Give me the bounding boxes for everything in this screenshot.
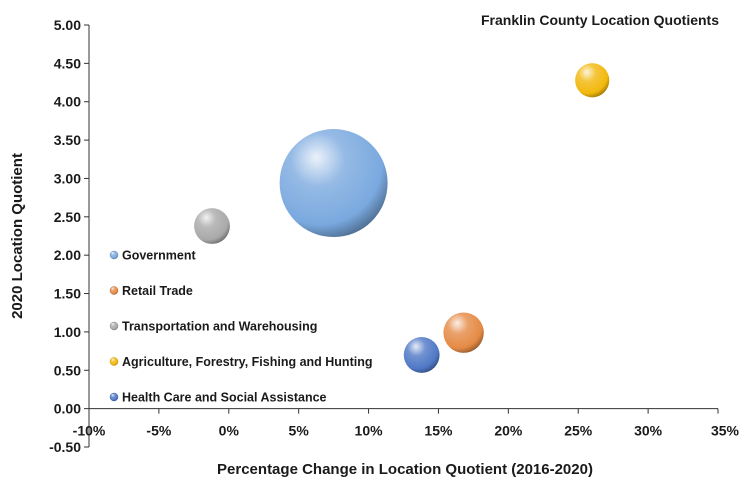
legend-label: Agriculture, Forestry, Fishing and Hunti… <box>122 355 372 369</box>
x-ticks: -10% -5% 0% 5% 10% 15% 20% 25% 30% 35% <box>73 408 740 439</box>
x-tick-label: 20% <box>494 423 523 439</box>
y-tick-label: 2.00 <box>54 247 81 263</box>
legend-marker <box>109 357 119 366</box>
legend-label: Transportation and Warehousing <box>122 320 317 334</box>
y-tick-label: -0.50 <box>49 439 81 455</box>
axes <box>88 25 718 447</box>
legend-marker <box>109 286 119 295</box>
legend: Government Retail Trade Transportation and… <box>109 249 372 405</box>
x-tick-label: 10% <box>355 423 384 439</box>
y-tick-label: 0.50 <box>54 362 81 378</box>
x-tick-label: -10% <box>73 423 106 439</box>
bubble-transportation-and-warehousing <box>194 208 230 244</box>
y-tick-label: 2.50 <box>54 209 81 225</box>
y-tick-label: 1.00 <box>54 324 81 340</box>
x-tick-label: 30% <box>634 423 663 439</box>
y-tick-label: 4.50 <box>54 55 81 71</box>
legend-label: Health Care and Social Assistance <box>122 391 327 405</box>
y-tick-label: 1.50 <box>54 286 81 302</box>
y-axis-title: 2020 Location Quotient <box>9 153 26 319</box>
bubble-government <box>279 129 388 238</box>
y-ticks: -0.50 0.00 0.50 1.00 1.50 2.00 2.50 3.00 3.50 4.0… <box>49 17 89 455</box>
x-tick-label: 5% <box>289 423 310 439</box>
y-tick-label: 3.50 <box>54 132 81 148</box>
y-tick-label: 5.00 <box>54 17 81 33</box>
y-tick-label: 4.00 <box>54 94 81 110</box>
x-tick-label: -5% <box>146 423 171 439</box>
bubble-health-care-and-social-assistance <box>403 337 440 373</box>
chart-title: Franklin County Location Quotients <box>481 12 719 28</box>
legend-marker <box>109 321 119 331</box>
bubbles <box>194 63 610 373</box>
x-axis-title: Percentage Change in Location Quotient (… <box>217 461 593 478</box>
x-tick-label: 15% <box>424 423 453 439</box>
x-tick-label: 35% <box>711 423 740 439</box>
legend-marker <box>109 250 119 260</box>
x-tick-label: 0% <box>219 423 240 439</box>
legend-label: Government <box>122 249 196 263</box>
bubble-retail-trade <box>443 312 484 353</box>
legend-label: Retail Trade <box>122 284 193 298</box>
legend-marker <box>109 392 119 402</box>
y-tick-label: 0.00 <box>54 401 81 417</box>
bubble-agriculture-forestry-fishing-and-hunting <box>575 63 610 98</box>
y-tick-label: 3.00 <box>54 170 81 186</box>
x-tick-label: 25% <box>564 423 593 439</box>
